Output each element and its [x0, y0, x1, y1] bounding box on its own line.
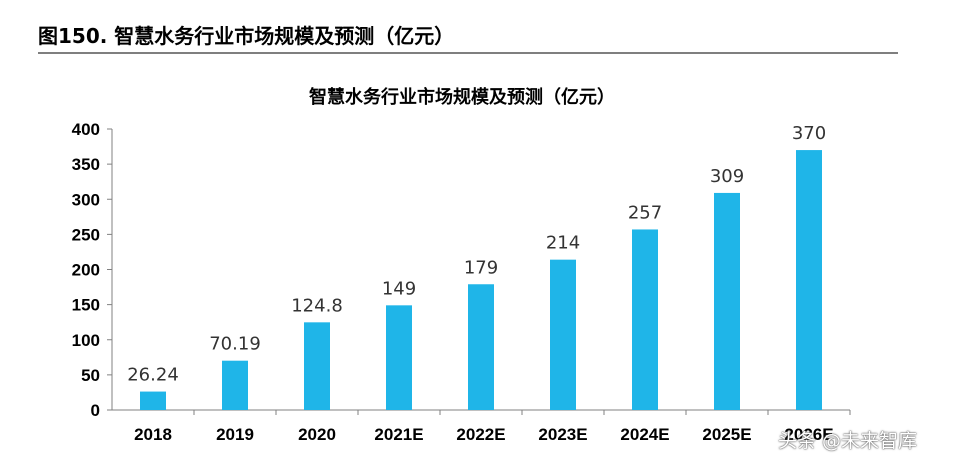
x-tick-label: 2023E: [538, 425, 587, 444]
x-tick-label: 2019: [216, 425, 254, 444]
x-tick-label: 2026E: [784, 425, 833, 444]
y-tick-label: 50: [81, 366, 100, 385]
bar: [632, 229, 658, 410]
x-tick-label: 2018: [134, 425, 172, 444]
x-tick-label: 2020: [298, 425, 336, 444]
data-label: 179: [464, 257, 498, 278]
bar: [468, 284, 494, 410]
data-label: 124.8: [291, 295, 343, 316]
bar: [304, 322, 330, 410]
x-tick-label: 2021E: [374, 425, 423, 444]
y-tick-label: 300: [72, 190, 100, 209]
bar: [140, 391, 166, 410]
y-tick-label: 350: [72, 155, 100, 174]
bar: [222, 360, 248, 410]
y-tick-label: 150: [72, 296, 100, 315]
data-label: 370: [792, 123, 826, 144]
data-label: 214: [546, 233, 580, 254]
bar: [550, 259, 576, 410]
y-tick-label: 400: [72, 120, 100, 139]
data-label: 309: [710, 166, 744, 187]
figure-header: 图150. 智慧水务行业市场规模及预测（亿元）: [38, 14, 898, 54]
y-tick-label: 250: [72, 225, 100, 244]
watermark: 头条 @未来智库: [778, 430, 918, 452]
y-tick-label: 100: [72, 331, 100, 350]
chart-y-ticks: 0 50 100 150 200 250 300 350 400: [72, 120, 112, 420]
data-label: 149: [382, 278, 416, 299]
y-tick-label: 200: [72, 261, 100, 280]
x-tick-label: 2022E: [456, 425, 505, 444]
chart-title: 智慧水务行业市场规模及预测（亿元）: [309, 86, 615, 108]
chart-x-ticks: 2018 2019 2020 2021E 2022E 2023E 2024E 2025E 202…: [134, 410, 851, 444]
chart-value-labels: 26.24 70.19 124.8 149 179 214 257 309 370: [127, 123, 826, 385]
bar: [714, 192, 740, 410]
data-label: 70.19: [209, 334, 261, 355]
x-tick-label: 2024E: [620, 425, 669, 444]
figure-title: 图150. 智慧水务行业市场规模及预测（亿元）: [38, 24, 455, 48]
data-label: 257: [628, 202, 662, 223]
y-tick-label: 0: [91, 401, 100, 420]
data-label: 26.24: [127, 365, 179, 386]
bar: [796, 150, 822, 410]
chart-bars: [140, 150, 822, 410]
x-tick-label: 2025E: [702, 425, 751, 444]
bar: [386, 305, 412, 410]
